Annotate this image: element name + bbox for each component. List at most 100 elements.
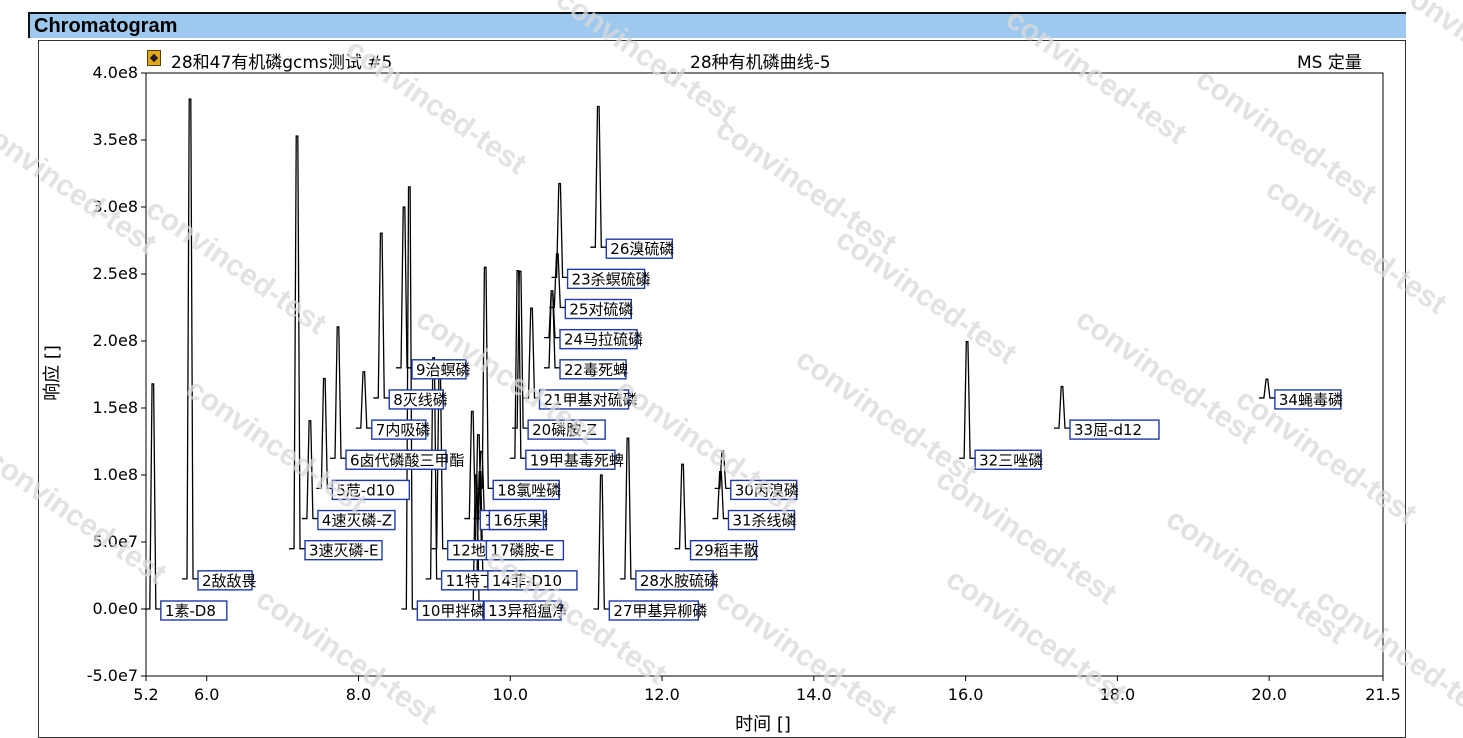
peak-label-box	[559, 359, 627, 380]
peak-label-box	[730, 479, 798, 501]
peak-label-box	[483, 600, 562, 621]
peak-label: 29稻丰散	[695, 542, 759, 560]
peak-label-box	[388, 389, 444, 410]
peak-label-box	[197, 570, 253, 591]
chromatogram-peak	[401, 186, 418, 610]
x-tick-label: 6.0	[194, 685, 219, 704]
peak-label-box	[538, 389, 630, 410]
peak-label-box	[727, 509, 796, 531]
x-tick-label: 16.0	[948, 685, 984, 704]
peak-label-box	[559, 328, 638, 350]
peak-label-box	[331, 479, 411, 501]
y-tick-label: 2.0e8	[93, 331, 138, 350]
peak-label-box	[1274, 389, 1342, 410]
peak-label-box	[345, 449, 447, 470]
y-tick-label: 1.5e8	[93, 398, 138, 417]
peak-label: 25对硫磷	[569, 301, 633, 319]
peak-label: 30丙溴磷	[735, 481, 799, 499]
chromatogram-peak	[544, 293, 561, 369]
peak-label: 24马拉硫磷	[564, 331, 643, 349]
peak-label: 3速灭磷-E	[309, 542, 378, 560]
y-axis-label: 响应 []	[42, 345, 63, 401]
chromatogram-peak	[144, 383, 161, 610]
plot-frame	[145, 72, 1384, 677]
chromatogram-peak	[330, 326, 347, 459]
y-tick-label: 3.5e8	[93, 130, 138, 149]
peak-label-box	[605, 238, 674, 259]
x-tick-label: 5.2	[133, 685, 158, 704]
chromatogram-peak	[959, 341, 976, 459]
chromatogram-peak	[289, 135, 306, 550]
x-tick-label: 18.0	[1100, 685, 1136, 704]
y-tick-label: 4.0e8	[93, 63, 138, 82]
peak-label: 26溴硫磷	[610, 240, 674, 258]
x-tick-label: 20.0	[1251, 685, 1287, 704]
peak-label: 5苊-d10	[336, 481, 395, 499]
x-tick-label: 12.0	[644, 685, 680, 704]
peak-label-box	[564, 298, 633, 320]
peak-label: 10甲拌磷	[421, 602, 485, 620]
chart-panel	[38, 40, 1406, 738]
window-title: Chromatogram	[34, 15, 178, 37]
chromatogram-peak	[509, 270, 526, 459]
peak-label-box	[527, 419, 606, 440]
chromatogram-peak	[551, 182, 568, 278]
x-tick-label: 21.5	[1365, 685, 1401, 704]
peak-label-box	[304, 540, 383, 561]
chromatogram-peak	[544, 290, 561, 339]
peak-label: 17磷胺-E	[490, 542, 554, 560]
peak-label-box	[566, 268, 646, 290]
peak-label-box	[485, 540, 565, 561]
peak-label: 21甲基对硫磷	[544, 391, 638, 409]
chromatogram-peak	[593, 474, 610, 610]
peak-label: 34蝇毒磷	[1279, 391, 1343, 409]
peak-label: 32三唑磷	[979, 451, 1043, 469]
peak-label: 6卤代磷酸三甲酯	[350, 451, 465, 469]
curve-name: 28种有机磷曲线-5	[690, 53, 831, 73]
chromatogram-peak	[477, 266, 494, 490]
peak-label-box	[1069, 419, 1160, 440]
peak-label-box	[635, 570, 714, 591]
chromatogram-peak	[674, 463, 691, 550]
peak-label-box	[492, 479, 560, 501]
peak-label-box	[525, 449, 616, 470]
peak-label: 18氯唑磷	[497, 481, 561, 499]
peak-label-box	[160, 600, 228, 621]
peak-label: 33屈-d12	[1074, 421, 1142, 439]
peak-label: 2敌敌畏	[202, 572, 257, 590]
chromatogram-peak	[619, 437, 636, 580]
chromatogram-peak	[714, 450, 731, 490]
peak-label: 16乐果	[493, 512, 542, 530]
peak-label-box	[974, 449, 1042, 470]
peak-label-box	[487, 570, 578, 591]
peak-label-box	[689, 540, 758, 561]
x-tick-label: 8.0	[346, 685, 371, 704]
y-tick-label: -5.0e7	[87, 666, 138, 685]
chromatogram-peak	[182, 98, 199, 580]
chromatogram-peak	[549, 253, 566, 309]
y-tick-label: 5.0e7	[93, 532, 138, 551]
x-tick-label: 10.0	[492, 685, 528, 704]
sample-name: 28和47有机磷gcms测试 #5	[171, 53, 393, 73]
x-tick-label: 14.0	[796, 685, 832, 704]
peak-label: 8灭线磷	[393, 391, 448, 409]
peak-label-box	[488, 509, 545, 531]
y-tick-label: 2.5e8	[93, 264, 138, 283]
peak-label: 4速灭磷-Z	[322, 512, 392, 530]
chromatogram-peak	[396, 206, 413, 369]
chromatogram-title-bar: Chromatogram	[28, 12, 1406, 38]
chromatogram-peak	[512, 270, 529, 429]
chromatogram-peak	[425, 357, 442, 580]
chromatogram-peak	[590, 105, 607, 248]
peak-label: 20磷胺-Z	[532, 421, 597, 439]
peak-label: 19甲基毒死蜱	[530, 451, 624, 469]
y-tick-label: 0.0e0	[93, 599, 138, 618]
peak-label-box	[608, 600, 700, 621]
peak-label-box	[371, 419, 427, 440]
peak-label-box	[317, 509, 396, 531]
peak-label: 7内吸磷	[376, 421, 431, 439]
chromatogram-peak	[712, 471, 729, 520]
chromatogram-peak	[1053, 385, 1070, 429]
chromatogram-peak	[301, 420, 318, 520]
